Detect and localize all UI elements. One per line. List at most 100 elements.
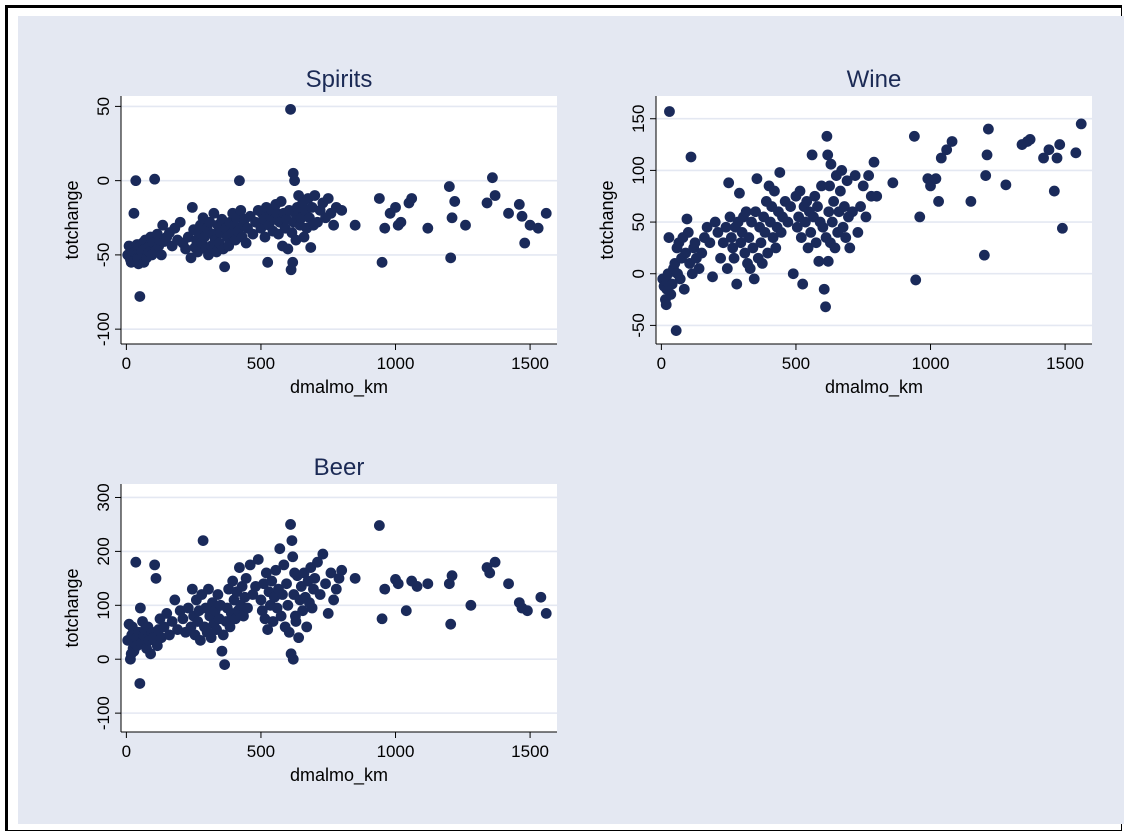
data-point <box>247 228 259 240</box>
data-point <box>283 626 295 638</box>
panel-title: Spirits <box>306 66 373 93</box>
data-point <box>134 291 146 302</box>
data-point <box>252 554 264 565</box>
data-point <box>857 180 869 192</box>
data-point <box>1048 185 1060 197</box>
data-point <box>289 175 300 187</box>
data-point <box>259 231 271 243</box>
x-tick-label: 1500 <box>511 354 549 373</box>
data-point <box>158 621 170 633</box>
data-point <box>825 158 837 170</box>
data-point <box>844 242 856 254</box>
data-point <box>330 583 342 595</box>
data-point <box>314 589 326 600</box>
data-point <box>775 227 787 238</box>
data-point <box>255 594 267 606</box>
data-point <box>130 175 142 187</box>
y-ticks: -100 0 100 200 300 <box>94 483 121 730</box>
data-point <box>666 278 678 290</box>
data-point <box>1051 152 1063 164</box>
data-point <box>871 190 883 202</box>
data-point <box>216 645 228 657</box>
data-point <box>863 170 875 181</box>
data-point <box>379 583 391 595</box>
data-point <box>128 207 140 219</box>
data-point <box>328 219 340 231</box>
data-point <box>208 207 220 219</box>
y-tick-label: 200 <box>94 537 113 565</box>
data-point <box>799 216 811 228</box>
x-tick-label: 500 <box>247 742 275 761</box>
data-point <box>411 581 423 592</box>
data-point <box>278 559 290 571</box>
data-point <box>446 212 458 224</box>
data-point <box>322 193 334 204</box>
data-point <box>840 232 852 243</box>
data-point <box>390 201 401 213</box>
data-point <box>941 144 953 156</box>
data-point <box>743 232 755 243</box>
data-point <box>379 222 391 234</box>
data-point <box>980 170 992 181</box>
data-point <box>1000 179 1012 191</box>
data-point <box>260 567 272 579</box>
x-ticks: 0 500 1000 1500 <box>122 344 549 373</box>
data-point <box>734 187 745 199</box>
data-point <box>489 556 501 568</box>
y-axis-label: totchange <box>62 180 82 259</box>
data-point <box>182 602 194 614</box>
data-point <box>186 201 198 213</box>
data-point <box>841 175 853 187</box>
data-point <box>787 268 799 280</box>
data-point <box>205 632 217 644</box>
data-point <box>287 256 299 268</box>
data-point <box>532 222 544 234</box>
data-point <box>806 149 818 161</box>
data-point <box>750 206 761 218</box>
data-point <box>134 602 146 614</box>
data-point <box>981 149 993 161</box>
data-point <box>395 216 407 228</box>
data-point <box>293 632 305 644</box>
data-point <box>282 243 294 255</box>
data-point <box>682 227 694 238</box>
x-tick-label: 1500 <box>1046 354 1084 373</box>
data-point <box>262 624 274 635</box>
data-point <box>174 216 186 228</box>
data-point <box>689 237 701 249</box>
data-point <box>149 173 161 185</box>
data-point <box>1054 139 1066 150</box>
data-point <box>145 648 157 660</box>
data-point <box>849 170 861 181</box>
data-point <box>503 578 514 590</box>
data-point <box>336 564 348 576</box>
y-axis-label: totchange <box>597 180 617 259</box>
data-point <box>747 242 759 254</box>
data-point <box>227 575 239 587</box>
data-point <box>516 210 528 222</box>
data-point <box>914 211 926 223</box>
data-point <box>1070 147 1082 159</box>
data-point <box>373 520 385 531</box>
data-point <box>186 583 198 595</box>
data-point <box>823 206 835 218</box>
data-point <box>286 535 298 547</box>
data-point <box>422 222 434 234</box>
data-point <box>266 575 278 587</box>
data-point <box>1038 152 1049 164</box>
data-point <box>746 216 757 228</box>
data-point <box>325 567 337 579</box>
data-point <box>212 589 224 600</box>
data-point <box>235 204 247 216</box>
data-point <box>197 535 209 547</box>
data-point <box>282 599 294 611</box>
data-point <box>422 578 434 590</box>
data-point <box>847 206 858 218</box>
data-point <box>275 610 287 622</box>
data-point <box>149 559 161 571</box>
data-point <box>130 556 142 568</box>
y-tick-label: -100 <box>94 696 113 730</box>
data-point <box>224 621 236 633</box>
panel-beer: Beer -100 0 100 200 300 0 500 1000 1500 dmalmo_… <box>62 454 557 786</box>
data-point <box>460 219 471 231</box>
